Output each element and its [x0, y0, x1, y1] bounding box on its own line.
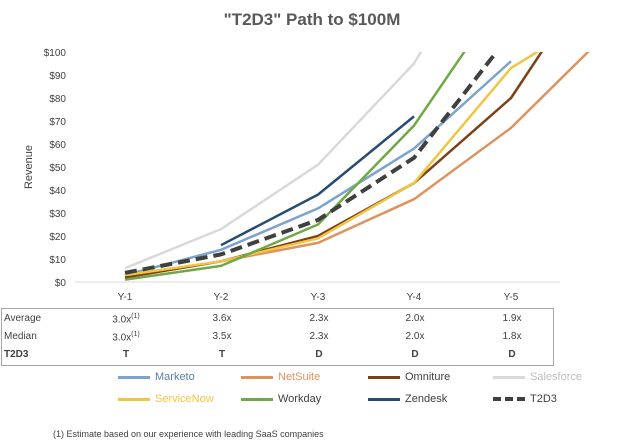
chart-legend: Marketo NetSuite Omniture Salesforce Service…: [118, 370, 618, 410]
legend-item-t2d3: T2D3: [493, 392, 557, 406]
row-label: Average: [4, 313, 42, 324]
row-label: T2D3: [4, 349, 29, 360]
y-tick-label: $90: [49, 71, 66, 82]
legend-item-netsuite: NetSuite: [241, 370, 320, 384]
series-line-t2d3: [124, 52, 499, 275]
table-cell: 1.8x: [502, 331, 522, 342]
x-tick-label: Y-1: [118, 292, 133, 300]
y-tick-label: $50: [49, 163, 66, 174]
y-tick-label: $20: [49, 232, 66, 243]
x-tick-label: Y-2: [214, 292, 229, 300]
legend-swatch: [241, 397, 273, 401]
table-cell: 3.0x(1): [112, 331, 140, 344]
chart-title: "T2D3" Path to $100M: [223, 10, 401, 29]
y-tick-label: $10: [49, 255, 66, 266]
table-row: Median 3.0x(1) 3.5x 2.3x 2.0x 1.8x: [2, 328, 555, 346]
x-tick-label: Y-4: [407, 292, 422, 300]
x-tick-label: Y-5: [504, 292, 519, 300]
table-cell: 2.3x: [309, 313, 329, 324]
series-line-salesforce: [124, 52, 423, 270]
table-cell: T: [122, 349, 130, 360]
table-cell: D: [315, 349, 323, 360]
table-row: T2D3 T T D D D: [2, 346, 555, 364]
legend-label: Omniture: [405, 371, 451, 383]
x-tick-label: Y-3: [311, 292, 326, 300]
legend-item-marketo: Marketo: [118, 370, 195, 384]
y-tick-label: $30: [49, 209, 66, 220]
legend-swatch: [493, 397, 525, 401]
table-cell: 2.3x: [309, 331, 329, 342]
legend-label: Marketo: [155, 371, 195, 383]
table-cell: 3.0x(1): [112, 313, 140, 326]
legend-swatch: [241, 375, 273, 379]
y-tick-label: $100: [44, 48, 67, 59]
series-line-servicenow: [124, 52, 540, 277]
legend-label: NetSuite: [278, 371, 321, 383]
growth-multiples-table: Average 3.0x(1) 3.6x 2.3x 2.0x 1.9x Median 3.0x…: [1, 308, 554, 366]
legend-item-zendesk: Zendesk: [368, 392, 447, 406]
table-cell: 2.0x: [405, 313, 425, 324]
y-axis-label: Revenue: [23, 145, 35, 189]
legend-swatch: [368, 375, 400, 379]
legend-label: Workday: [278, 393, 322, 405]
legend-label: ServiceNow: [155, 393, 214, 405]
table-cell: D: [508, 349, 516, 360]
legend-swatch: [493, 375, 525, 379]
table-cell: 3.5x: [212, 331, 232, 342]
legend-swatch: [118, 397, 150, 401]
table-cell: 1.9x: [502, 313, 522, 324]
legend-label: Salesforce: [530, 371, 582, 383]
legend-swatch: [368, 397, 400, 401]
legend-item-omniture: Omniture: [368, 370, 450, 384]
y-tick-label: $0: [55, 278, 67, 289]
table-cell: 3.6x: [212, 313, 232, 324]
series-line-workday: [124, 52, 466, 281]
table-row: Average 3.0x(1) 3.6x 2.3x 2.0x 1.9x: [2, 310, 555, 328]
legend-item-salesforce: Salesforce: [493, 370, 582, 384]
y-tick-label: $80: [49, 94, 66, 105]
table-cell: D: [411, 349, 419, 360]
legend-label: Zendesk: [405, 393, 448, 405]
table-cell: 2.0x: [405, 331, 425, 342]
footnote-marker: (1): [131, 313, 140, 320]
y-tick-label: $40: [49, 186, 66, 197]
y-tick-label: $60: [49, 140, 66, 151]
table-cell: T: [218, 349, 226, 360]
legend-label: T2D3: [530, 393, 557, 405]
line-chart: Revenue $0 $10 $20 $30 $40 $50 $60 $70 $80 $90 $10…: [23, 48, 590, 300]
footnote: (1) Estimate based on our experience wit…: [53, 429, 324, 439]
legend-item-servicenow: ServiceNow: [118, 392, 214, 406]
legend-item-workday: Workday: [241, 392, 321, 406]
legend-swatch: [118, 375, 150, 379]
row-label: Median: [4, 331, 37, 342]
series-line-zendesk: [220, 115, 415, 247]
footnote-marker: (1): [131, 331, 140, 338]
y-tick-label: $70: [49, 117, 66, 128]
